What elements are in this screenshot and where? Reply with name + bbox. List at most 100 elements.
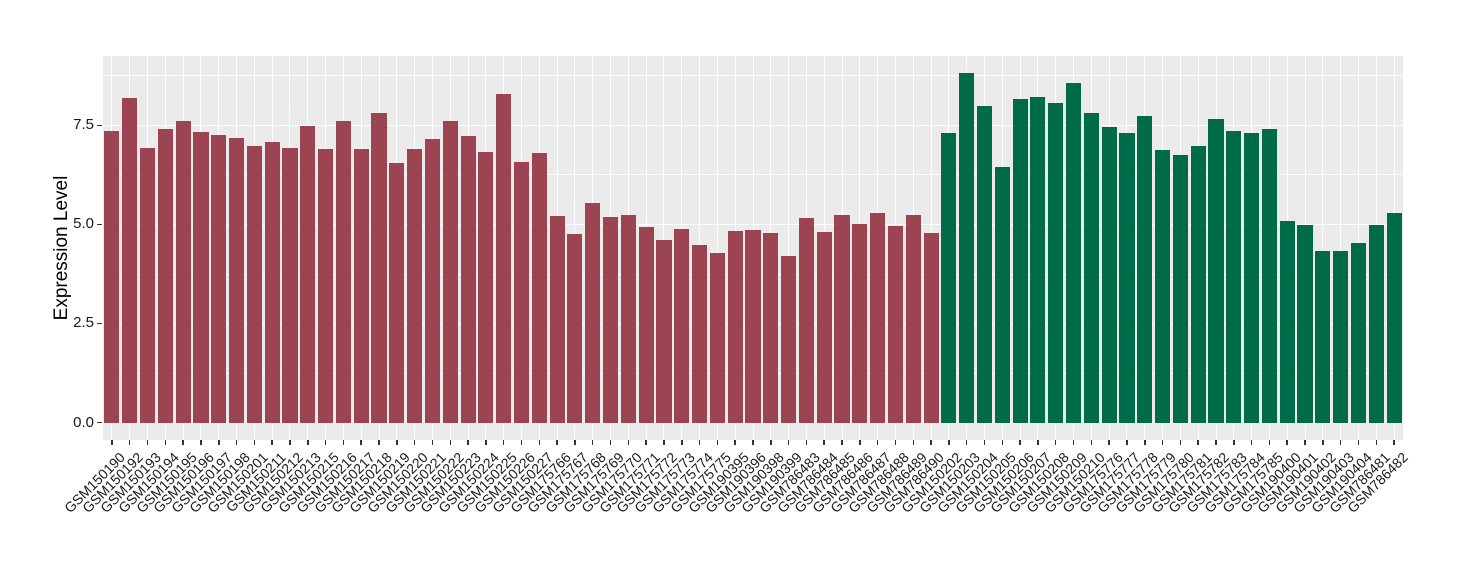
bar-GSM786485 (834, 215, 850, 423)
bar-GSM150198 (228, 137, 245, 423)
x-tick-mark (467, 440, 469, 445)
bar-GSM150226 (513, 162, 530, 423)
x-tick-mark (307, 440, 309, 445)
plot-panel (103, 56, 1403, 440)
x-tick-mark (1072, 440, 1075, 445)
x-tick-mark (698, 440, 701, 445)
bar-GSM150202 (941, 133, 957, 423)
bar-GSM190396 (745, 229, 761, 423)
x-tick-mark (1322, 440, 1324, 445)
x-tick-mark (734, 440, 736, 445)
bar-GSM190403 (1333, 250, 1349, 423)
bar-GSM786490 (923, 232, 939, 423)
y-tick-label-5.0: 5.0 (73, 215, 94, 233)
gridline-vertical (1340, 56, 1342, 440)
x-tick-mark (342, 440, 345, 445)
x-tick-mark (770, 440, 772, 445)
bar-GSM175780 (1172, 155, 1188, 423)
x-tick-mark (253, 440, 256, 445)
gridline-vertical (1322, 56, 1324, 440)
bar-GSM786483 (798, 218, 814, 423)
bar-GSM190402 (1315, 251, 1331, 423)
bar-GSM150210 (1083, 113, 1099, 423)
y-tick-label-7.5: 7.5 (73, 116, 94, 134)
x-tick-mark (787, 440, 790, 445)
x-tick-mark (574, 440, 576, 445)
bar-GSM175769 (602, 216, 619, 423)
bar-GSM150221 (424, 139, 440, 423)
x-tick-mark (1161, 440, 1164, 445)
bar-GSM150218 (371, 113, 387, 423)
x-tick-mark (876, 440, 879, 445)
x-tick-mark (182, 440, 184, 445)
x-tick-mark (1126, 440, 1128, 445)
bar-GSM150197 (211, 135, 227, 423)
bar-GSM175766 (549, 216, 565, 423)
x-tick-mark (111, 440, 113, 445)
x-tick-mark (502, 440, 505, 445)
x-tick-mark (449, 440, 451, 445)
gridline-vertical (788, 56, 790, 440)
x-tick-mark (912, 440, 915, 445)
bar-GSM150196 (193, 131, 209, 423)
bar-GSM175783 (1226, 130, 1242, 423)
y-tick-mark (97, 223, 102, 226)
x-tick-mark (271, 440, 273, 445)
x-tick-mark (983, 440, 986, 445)
x-tick-mark (716, 440, 719, 445)
bar-GSM175777 (1119, 133, 1135, 423)
x-tick-mark (1286, 440, 1288, 445)
x-tick-mark (1393, 440, 1395, 445)
x-tick-mark (324, 440, 327, 445)
bar-GSM175782 (1208, 119, 1224, 423)
bar-GSM150190 (104, 130, 120, 423)
bar-GSM190404 (1350, 243, 1367, 423)
bar-GSM786481 (1368, 225, 1384, 423)
x-tick-mark (413, 440, 416, 445)
bar-GSM786482 (1386, 213, 1402, 423)
x-tick-mark (930, 440, 932, 445)
bar-GSM175773 (674, 228, 690, 423)
x-tick-mark (200, 440, 202, 445)
bar-GSM150195 (175, 121, 191, 423)
x-tick-mark (1090, 440, 1093, 445)
bar-GSM175768 (585, 202, 601, 423)
x-tick-mark (360, 440, 362, 445)
bar-GSM150206 (1012, 98, 1028, 423)
x-tick-mark (1001, 440, 1004, 445)
bar-GSM175771 (638, 227, 654, 423)
bar-GSM150192 (122, 98, 138, 423)
y-axis-title: Expression Level (51, 175, 72, 321)
bar-GSM175770 (620, 214, 636, 423)
bar-GSM150220 (407, 149, 423, 423)
bar-GSM150207 (1030, 97, 1046, 423)
bar-GSM150194 (157, 128, 173, 423)
bar-GSM150201 (246, 146, 262, 423)
bar-GSM150222 (442, 121, 458, 423)
bar-GSM150216 (335, 121, 351, 423)
bar-GSM175785 (1261, 128, 1277, 423)
bar-GSM175772 (656, 240, 672, 423)
x-tick-mark (859, 440, 861, 445)
x-tick-mark (1375, 440, 1378, 445)
bar-GSM786486 (852, 223, 868, 423)
bar-GSM150219 (389, 162, 405, 423)
x-tick-mark (235, 440, 238, 445)
bar-GSM190395 (727, 231, 743, 423)
bar-GSM175775 (709, 253, 725, 423)
bar-GSM150224 (478, 152, 494, 423)
bar-GSM150204 (976, 105, 993, 423)
x-tick-mark (218, 440, 220, 445)
x-tick-mark (1179, 440, 1182, 445)
y-tick-mark (97, 322, 102, 325)
x-tick-mark (627, 440, 630, 445)
x-tick-mark (609, 440, 612, 445)
bar-GSM190401 (1297, 224, 1313, 423)
y-tick-label-0.0: 0.0 (73, 413, 94, 431)
bar-GSM150217 (353, 148, 369, 423)
gridline-vertical (716, 56, 718, 440)
x-tick-mark (1144, 440, 1146, 445)
x-tick-mark (681, 440, 683, 445)
x-tick-mark (805, 440, 808, 445)
